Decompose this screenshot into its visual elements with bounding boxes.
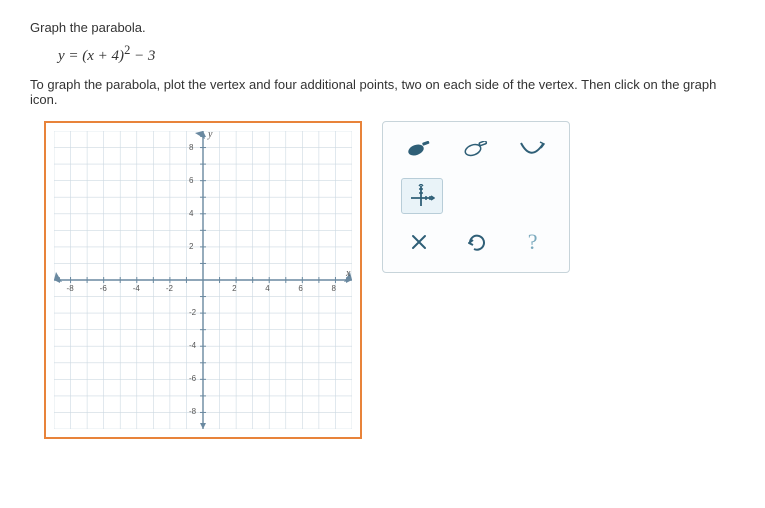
curve-tool[interactable] — [512, 132, 554, 168]
pencil-tool[interactable] — [455, 132, 497, 168]
graph-icon-tool[interactable] — [401, 178, 443, 214]
fill-tool[interactable] — [398, 132, 440, 168]
equation: y = (x + 4)2 − 3 — [58, 43, 735, 65]
instruction-text: To graph the parabola, plot the vertex a… — [30, 77, 735, 107]
problem-title: Graph the parabola. — [30, 20, 735, 35]
graph-canvas[interactable]: -8-6-4-22468-8-6-4-22468yx — [44, 121, 362, 439]
clear-tool[interactable] — [398, 224, 440, 260]
help-tool[interactable]: ? — [512, 224, 554, 260]
toolbox: ? — [382, 121, 570, 273]
undo-tool[interactable] — [455, 224, 497, 260]
work-area: -8-6-4-22468-8-6-4-22468yx — [44, 121, 735, 439]
